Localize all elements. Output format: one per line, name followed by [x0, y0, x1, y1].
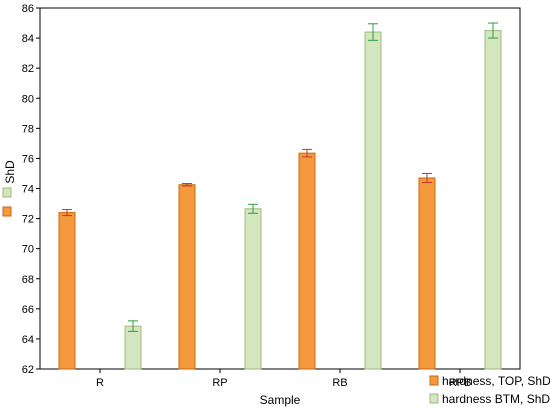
y-tick-label: 78: [22, 123, 34, 135]
y-tick-label: 80: [22, 93, 34, 105]
y-tick-label: 70: [22, 244, 34, 256]
bar: [124, 325, 142, 370]
error-bars: [62, 22, 498, 332]
bar-series: [58, 30, 502, 370]
x-tick-label: RPB: [449, 377, 472, 389]
x-axis-title: Sample: [260, 393, 301, 407]
bar: [484, 30, 502, 370]
y-tick-label: 76: [22, 153, 34, 165]
bar: [58, 212, 76, 370]
x-tick-label: RB: [332, 377, 347, 389]
legend-label-top: hardness, TOP, ShD: [442, 374, 550, 388]
y-tick-label: 86: [22, 3, 34, 15]
legend-swatch-btm: [429, 393, 439, 404]
ylabel-swatch-top: [2, 206, 12, 217]
x-tick-label: R: [96, 377, 104, 389]
y-axis-title: ShD: [3, 160, 17, 184]
ylabel-swatch-btm: [2, 187, 12, 198]
legend: hardness, TOP, ShD hardness BTM, ShD: [429, 374, 550, 406]
x-tick-label: RP: [212, 377, 227, 389]
x-axis: R RP RB RPB: [96, 369, 471, 389]
bar: [244, 208, 262, 370]
y-tick-label: 68: [22, 274, 34, 286]
bar: [298, 152, 316, 370]
y-axis: 62 64 66 68 70 72 74 76 78 80 82 84 86: [22, 3, 40, 376]
bar: [418, 177, 436, 370]
y-tick-label: 64: [22, 334, 34, 346]
y-tick-label: 72: [22, 214, 34, 226]
legend-swatch-top: [429, 375, 439, 386]
y-tick-label: 82: [22, 63, 34, 75]
y-tick-label: 62: [22, 364, 34, 376]
y-tick-label: 84: [22, 33, 34, 45]
bar: [364, 31, 382, 370]
bar: [178, 184, 196, 370]
legend-label-btm: hardness BTM, ShD: [442, 392, 550, 406]
y-tick-label: 74: [22, 184, 34, 196]
y-tick-label: 66: [22, 304, 34, 316]
plot-area: [39, 7, 521, 370]
